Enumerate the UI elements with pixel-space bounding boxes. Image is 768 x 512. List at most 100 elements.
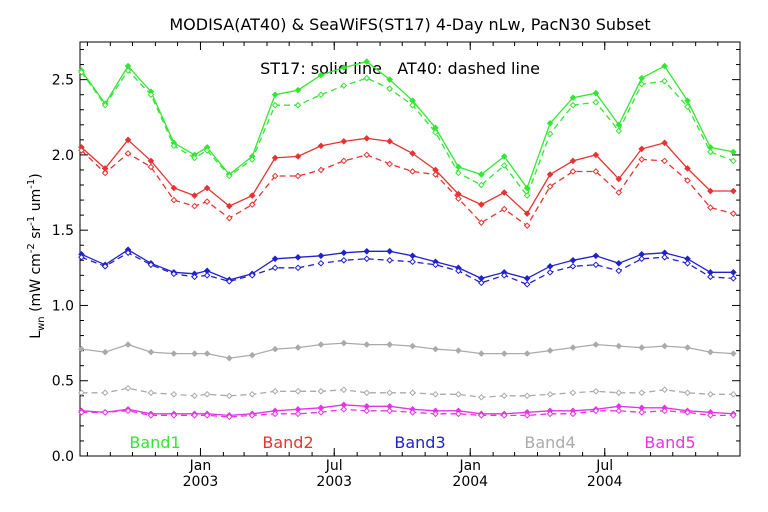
band2-solid-point <box>478 201 485 208</box>
band2-solid-point <box>271 154 279 162</box>
band2-dashed-point <box>707 204 714 211</box>
band2-solid-point <box>225 202 233 210</box>
band5-dashed-point <box>707 412 714 419</box>
band4-dashed-point <box>203 390 211 398</box>
band4-dashed-point <box>455 390 462 398</box>
band5-dashed-point <box>124 407 132 415</box>
band2-solid-point <box>203 184 211 192</box>
band4-dashed-point <box>432 390 439 398</box>
band1-solid-point <box>523 184 531 192</box>
band1-solid-point <box>271 91 279 98</box>
band3-dashed-point <box>203 272 211 279</box>
plot-frame <box>79 41 741 457</box>
band1-dashed-point <box>101 101 109 109</box>
band3-dashed-point <box>500 272 508 279</box>
band1-dashed-point <box>409 101 416 109</box>
band4-solid-point <box>147 348 155 356</box>
band3-solid-point <box>615 259 623 267</box>
band4-dashed-point <box>147 389 155 397</box>
band1-dashed-point <box>432 129 439 136</box>
band2-solid-point <box>317 142 325 150</box>
band4-dashed-point <box>191 392 198 400</box>
band4-solid-point <box>638 344 646 351</box>
band3-solid-point <box>363 247 371 255</box>
legend-band3: Band3 <box>394 433 445 452</box>
band5-dashed-point <box>294 410 302 418</box>
band3-solid-point <box>592 252 600 260</box>
band4-solid-point <box>615 342 623 350</box>
band5-dashed-point <box>101 409 109 416</box>
series-band3 <box>78 246 737 288</box>
band5-dashed-line <box>81 408 734 418</box>
band1-dashed-point <box>340 82 348 89</box>
band4-solid-line <box>81 342 734 359</box>
band1-solid-point <box>386 76 393 83</box>
band1-solid-point <box>340 64 348 71</box>
band4-dashed-point <box>78 389 85 397</box>
band3-solid-point <box>569 256 577 264</box>
band2-solid-point <box>409 150 416 157</box>
band4-solid-point <box>294 344 302 351</box>
band1-dashed-point <box>386 85 393 92</box>
band1-dashed-point <box>707 148 714 156</box>
band2-dashed-point <box>730 210 737 217</box>
band1-solid-point <box>500 153 508 160</box>
band2-solid-point <box>592 151 600 159</box>
band3-dashed-point <box>432 261 439 269</box>
band4-solid-point <box>684 344 691 351</box>
band2-dashed-line <box>81 149 734 227</box>
band3-solid-point <box>523 275 531 282</box>
band4-solid-point <box>707 348 714 356</box>
band3-dashed-point <box>78 253 85 261</box>
band1-solid-point <box>615 121 623 129</box>
band4-dashed-point <box>409 389 416 397</box>
band3-dashed-point <box>409 258 416 266</box>
band5-dashed-point <box>615 407 623 415</box>
band5-dashed-point <box>546 410 554 418</box>
band2-dashed-point <box>523 222 531 229</box>
band2-dashed-point <box>500 205 508 213</box>
band4-dashed-point <box>638 389 646 397</box>
band3-solid-point <box>340 249 348 257</box>
band5-dashed-point <box>203 412 211 419</box>
band2-solid-point <box>340 138 348 145</box>
band4-dashed-point <box>615 389 623 397</box>
band4-solid-point <box>101 348 109 356</box>
band4-dashed-point <box>225 392 233 400</box>
band4-dashed-point <box>730 390 737 398</box>
band2-dashed-point <box>569 168 577 175</box>
band5-dashed-point <box>386 407 393 415</box>
x-tick-year-label: 2003 <box>316 474 352 490</box>
band4-dashed-point <box>684 389 691 397</box>
y-tick-label: 2.0 <box>52 148 74 164</box>
band2-solid-point <box>730 187 737 195</box>
band2-dashed-point <box>101 169 109 177</box>
band4-solid-point <box>730 350 737 357</box>
band3-dashed-point <box>294 264 302 272</box>
band4-solid-point <box>546 347 554 354</box>
band3-dashed-point <box>455 267 462 275</box>
band4-solid-point <box>500 350 508 357</box>
band5-dashed-point <box>191 412 198 419</box>
band2-solid-point <box>294 153 302 160</box>
band3-dashed-point <box>730 275 737 282</box>
band5-dashed-point <box>500 412 508 419</box>
band4-solid-point <box>592 341 600 348</box>
band2-dashed-point <box>386 160 393 168</box>
band1-solid-point <box>478 171 485 178</box>
y-axis-label: Lwn (mW cm-2 sr-1 um-1) <box>26 173 47 338</box>
band2-solid-point <box>569 157 577 165</box>
band5-dashed-point <box>340 406 348 413</box>
chart-title: MODISA(AT40) & SeaWiFS(ST17) 4-Day nLw, … <box>169 15 650 34</box>
band4-solid-point <box>191 350 198 357</box>
band5-dashed-point <box>248 412 256 419</box>
band3-dashed-point <box>317 259 325 267</box>
x-tick-month-label: Jul <box>595 458 613 474</box>
band4-dashed-point <box>294 387 302 395</box>
band2-dashed-point <box>147 163 155 171</box>
band4-solid-point <box>248 351 256 359</box>
band3-dashed-point <box>124 249 132 257</box>
